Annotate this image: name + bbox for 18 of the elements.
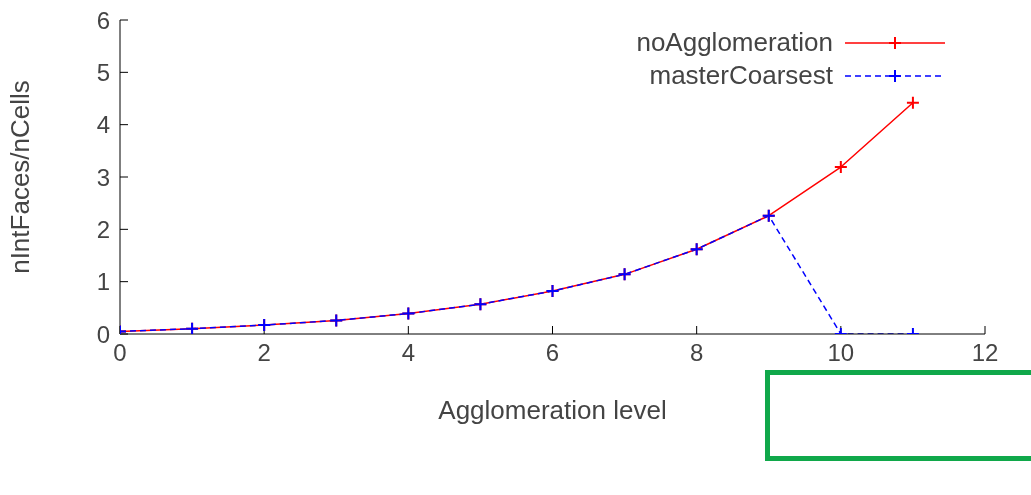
x-axis-title: Agglomeration level: [438, 395, 667, 425]
legend-label: noAgglomeration: [636, 27, 833, 58]
y-tick-label: 1: [96, 268, 110, 296]
legend-label: masterCoarsest: [649, 60, 833, 91]
y-tick-label: 3: [96, 163, 110, 191]
x-tick-label: 12: [971, 339, 999, 367]
x-tick-label: 0: [113, 339, 127, 367]
y-tick-label: 2: [96, 215, 110, 243]
y-axis-title: nIntFaces/nCells: [5, 80, 36, 274]
x-tick-label: 8: [689, 339, 704, 367]
x-tick-label: 6: [545, 339, 560, 367]
x-tick-label: 4: [401, 339, 416, 367]
x-tick-label: 2: [257, 339, 271, 367]
y-tick-label: 0: [96, 320, 110, 348]
y-tick-label: 5: [96, 58, 110, 86]
y-tick-label: 6: [96, 6, 110, 34]
x-tick-label: 10: [827, 339, 855, 367]
y-tick-label: 4: [96, 111, 110, 139]
